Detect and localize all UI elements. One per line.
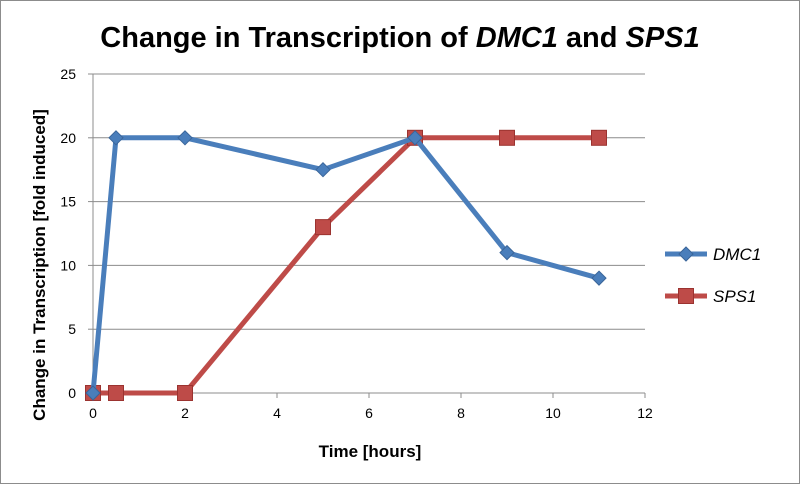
x-tick-label-2: 2: [181, 405, 189, 421]
legend: DMC1 SPS1: [665, 245, 761, 306]
title-middle: and: [557, 22, 626, 54]
y-tick-label-25: 25: [60, 66, 76, 82]
point-dmc1-1: [108, 130, 124, 146]
y-tick-label-10: 10: [60, 257, 76, 273]
y-tick-label-20: 20: [60, 130, 76, 146]
x-tick-label-4: 4: [273, 405, 281, 421]
point-dmc1-5: [499, 244, 515, 261]
point-sps1-2: [177, 385, 193, 401]
title-gene-1: DMC1: [475, 22, 558, 54]
title-gene-2: SPS1: [625, 22, 700, 54]
point-dmc1-4: [407, 130, 423, 146]
x-tick-label-6: 6: [365, 405, 373, 421]
point-dmc1-6: [591, 270, 607, 286]
y-tick-label-5: 5: [68, 321, 76, 337]
point-sps1-1: [108, 385, 124, 401]
x-tick-label-12: 12: [637, 405, 653, 421]
gridlines: [93, 73, 645, 330]
legend-item-sps1: SPS1: [665, 287, 756, 306]
legend-label-sps1: SPS1: [713, 287, 756, 306]
series-lines: [85, 129, 607, 401]
legend-swatch-marker-sps1: [678, 288, 694, 304]
y-tick-label-15: 15: [60, 194, 76, 210]
tick-labels: 0 5 10 15 20 25 0 2 4 6 8 10 12: [60, 66, 653, 421]
y-axis-label: Change in Transcription [fold induced]: [30, 109, 49, 421]
x-tick-label-8: 8: [457, 405, 465, 421]
point-dmc1-2: [177, 130, 193, 146]
legend-swatch-marker-dmc1: [678, 246, 694, 262]
point-dmc1-0: [85, 385, 101, 401]
y-tick-label-0: 0: [68, 385, 76, 401]
point-sps1-5: [499, 129, 515, 146]
legend-item-dmc1: DMC1: [665, 245, 761, 264]
x-axis-label: Time [hours]: [319, 442, 422, 461]
legend-label-dmc1: DMC1: [713, 245, 761, 264]
title-prefix: Change in Transcription of: [100, 22, 476, 54]
x-tick-label-10: 10: [545, 405, 561, 421]
point-sps1-6: [591, 129, 607, 146]
series-dmc1: [85, 130, 607, 401]
axes: [88, 73, 646, 398]
point-sps1-3: [315, 219, 331, 236]
point-dmc1-3: [315, 161, 331, 178]
x-tick-label-0: 0: [89, 405, 97, 421]
chart-title: Change in Transcription of DMC1 and SPS1: [0, 22, 800, 55]
